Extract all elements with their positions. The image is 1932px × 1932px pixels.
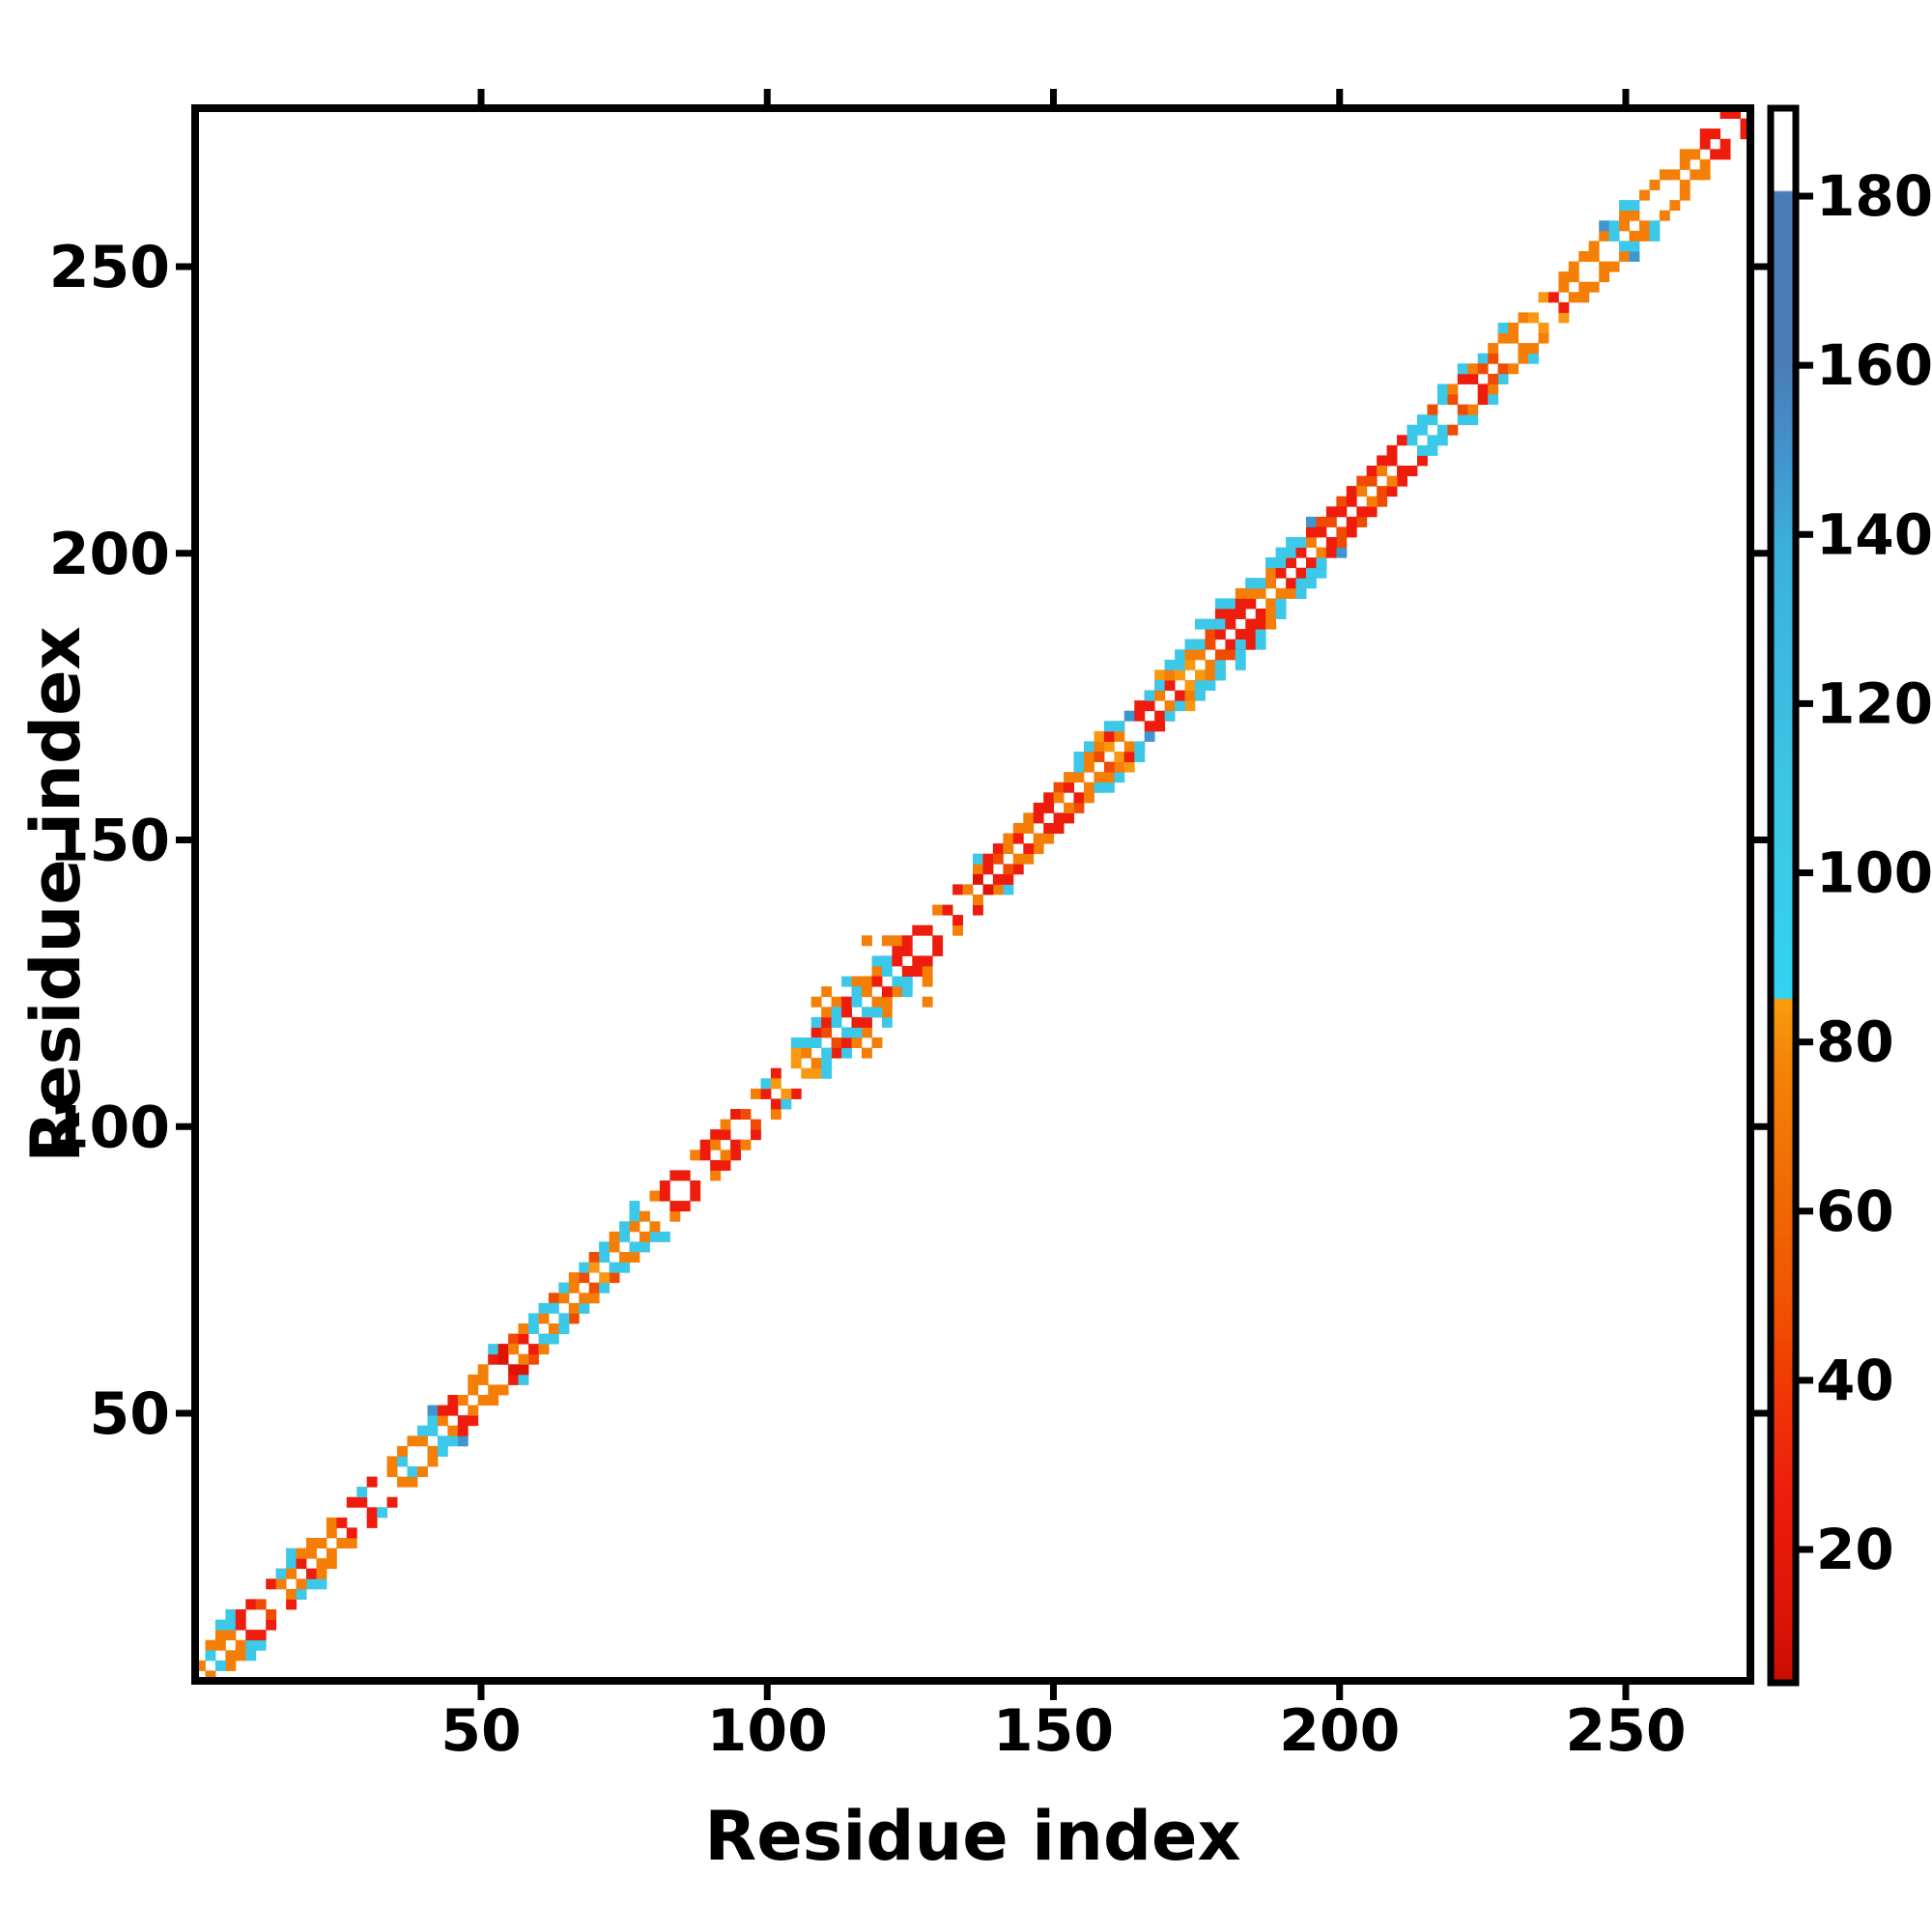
x-axis: 50 100 150 200 250 bbox=[440, 89, 1687, 1765]
y-tick-label-100: 100 bbox=[49, 1094, 170, 1161]
y-axis-title: Residue index bbox=[16, 626, 96, 1162]
colorbar-tick-label-100: 100 bbox=[1816, 840, 1932, 906]
y-axis: 50 100 150 200 250 bbox=[49, 234, 1770, 1448]
colorbar-tick-label-60: 60 bbox=[1816, 1179, 1894, 1244]
map-cells bbox=[195, 108, 1750, 1681]
x-tick-label-200: 200 bbox=[1279, 1697, 1400, 1765]
plot-frame bbox=[191, 104, 1754, 1685]
y-tick-label-200: 200 bbox=[49, 521, 170, 588]
y-tick-label-250: 250 bbox=[49, 234, 170, 301]
colorbar-tick-label-120: 120 bbox=[1816, 670, 1932, 736]
colorbar-tick-label-160: 160 bbox=[1816, 332, 1932, 398]
colorbar-tick-label-40: 40 bbox=[1816, 1348, 1894, 1413]
y-tick-label-50: 50 bbox=[90, 1380, 171, 1448]
colorbar-tick-label-80: 80 bbox=[1816, 1009, 1894, 1075]
x-tick-label-50: 50 bbox=[440, 1697, 522, 1765]
colorbar: 20 40 60 80 100 120 140 160 180 bbox=[1767, 104, 1932, 1687]
colorbar-tick-label-180: 180 bbox=[1816, 163, 1932, 229]
colorbar-tick-label-20: 20 bbox=[1816, 1517, 1894, 1582]
x-tick-label-150: 150 bbox=[993, 1697, 1114, 1765]
y-tick-label-150: 150 bbox=[49, 808, 170, 875]
x-tick-label-250: 250 bbox=[1565, 1697, 1686, 1765]
colorbar-tick-label-140: 140 bbox=[1816, 501, 1932, 567]
x-axis-title: Residue index bbox=[704, 1797, 1240, 1876]
x-tick-label-100: 100 bbox=[707, 1697, 828, 1765]
